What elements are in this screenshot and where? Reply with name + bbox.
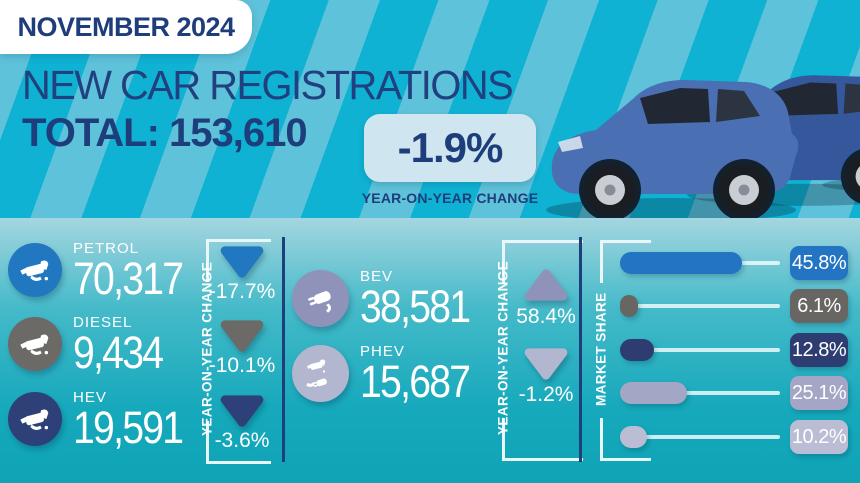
share-bar — [620, 252, 742, 274]
market-share-bracket-top — [600, 240, 651, 283]
share-value-badge: 45.8% — [790, 246, 848, 280]
fuel-row-hev: HEV 19,591 — [8, 389, 199, 450]
yoy-bracket-middle-bottom — [502, 418, 583, 461]
yoy-value-diesel: -10.1% — [208, 354, 276, 377]
hev-pump-icon — [8, 392, 62, 447]
fuel-label: PETROL — [73, 240, 140, 257]
share-value-badge: 12.8% — [790, 333, 848, 367]
share-value-badge: 6.1% — [790, 289, 848, 323]
share-track — [622, 348, 780, 352]
fuel-value: 70,317 — [73, 253, 184, 304]
share-track — [622, 391, 780, 395]
share-bar — [620, 295, 638, 317]
fuel-value: 15,687 — [360, 356, 471, 407]
header-striped-background: NOVEMBER 2024 NEW CAR REGISTRATIONS TOTA… — [0, 0, 860, 222]
market-share-row-bev: 25.1% — [618, 376, 848, 410]
yoy-value-hev: -3.6% — [214, 429, 270, 452]
share-bar — [620, 426, 647, 448]
phev-pump-plug-icon — [292, 344, 349, 402]
up-arrow-icon — [521, 267, 571, 308]
page-title: NEW CAR REGISTRATIONS — [22, 62, 514, 108]
yoy-value-phev: -1.2% — [518, 383, 574, 406]
fuel-row-phev: PHEV 15,687 — [292, 343, 486, 404]
market-share-axis-label: MARKET SHARE — [593, 292, 609, 406]
share-value-badge: 25.1% — [790, 376, 848, 410]
share-bar — [620, 339, 654, 361]
share-track — [622, 435, 780, 439]
fuel-label: PHEV — [360, 343, 405, 360]
share-track — [622, 304, 780, 308]
fuel-row-diesel: DIESEL 9,434 — [8, 314, 176, 375]
market-share-row-hev: 12.8% — [618, 333, 848, 367]
diesel-pump-icon — [8, 317, 62, 372]
share-value-badge: 10.2% — [790, 420, 848, 454]
cars-illustration — [546, 75, 860, 222]
total-yoy-change-caption: YEAR-ON-YEAR CHANGE — [361, 190, 539, 206]
market-share-row-phev: 10.2% — [618, 420, 848, 454]
total-yoy-change-value: -1.9% — [397, 124, 504, 171]
yoy-bracket-middle-top — [502, 240, 583, 283]
total-label: TOTAL: — [22, 111, 170, 155]
down-arrow-icon — [217, 244, 267, 285]
yoy-value-bev: 58.4% — [516, 305, 576, 328]
petrol-pump-icon — [8, 243, 62, 298]
date-badge: NOVEMBER 2024 — [0, 0, 252, 54]
total-registrations: TOTAL: 153,610 — [22, 111, 308, 156]
down-arrow-icon — [521, 346, 571, 387]
yoy-value-petrol: -17.7% — [208, 280, 276, 303]
stats-panel: PETROL 70,317 DIESEL 9,434 — [0, 218, 860, 483]
fuel-value: 38,581 — [360, 281, 471, 332]
fuel-value: 9,434 — [73, 327, 164, 378]
yoy-bracket-left-top — [206, 239, 271, 282]
total-value: 153,610 — [169, 111, 308, 155]
date-badge-label: NOVEMBER 2024 — [17, 11, 235, 42]
fuel-value: 19,591 — [73, 402, 184, 453]
share-bar — [620, 382, 687, 404]
fuel-label: HEV — [73, 389, 107, 406]
section-divider — [282, 237, 285, 462]
market-share-bracket-bottom — [600, 418, 651, 461]
fuel-row-bev: BEV 38,581 — [292, 268, 486, 329]
market-share-row-petrol: 45.8% — [618, 246, 848, 280]
total-yoy-change-box: -1.9% — [364, 114, 536, 182]
down-arrow-icon — [217, 393, 267, 434]
market-share-row-diesel: 6.1% — [618, 289, 848, 323]
section-divider — [579, 237, 582, 462]
yoy-bracket-left-bottom — [206, 421, 271, 464]
fuel-label: DIESEL — [73, 314, 133, 331]
down-arrow-icon — [217, 318, 267, 359]
ev-plug-icon — [292, 269, 349, 327]
fuel-row-petrol: PETROL 70,317 — [8, 240, 199, 301]
fuel-label: BEV — [360, 268, 394, 285]
